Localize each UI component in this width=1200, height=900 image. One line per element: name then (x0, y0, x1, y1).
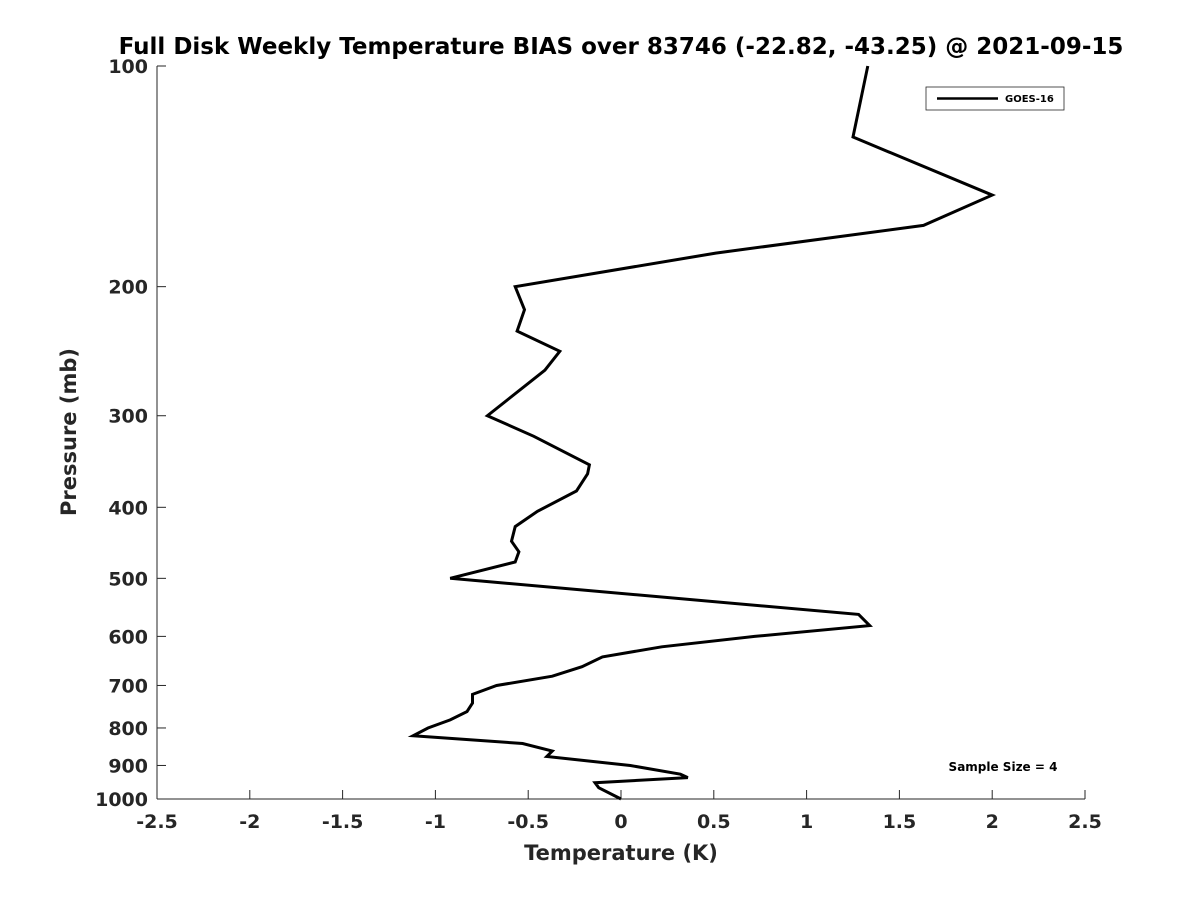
x-tick-label: -1 (425, 811, 446, 833)
x-tick-label: -2 (239, 811, 260, 833)
sample-size-annotation: Sample Size = 4 (949, 760, 1058, 774)
y-tick-label: 400 (108, 497, 148, 519)
y-tick-label: 800 (108, 718, 148, 740)
series-layer (407, 65, 997, 801)
y-ticks: 100 200 300 400 500 600 700 800 900 1000 (95, 56, 166, 811)
legend: GOES-16 (925, 86, 1065, 111)
y-tick-label: 100 (108, 56, 148, 78)
x-tick-label: 2 (986, 811, 999, 833)
x-tick-label: 0 (614, 811, 627, 833)
y-tick-label: 900 (108, 755, 148, 777)
x-tick-label: -1.5 (322, 811, 364, 833)
y-tick-label: 700 (108, 675, 148, 697)
x-tick-label: 2.5 (1068, 811, 1102, 833)
x-axis-label: Temperature (K) (524, 841, 718, 865)
series-line-goes-16 (407, 65, 997, 801)
x-ticks: -2.5 -2 -1.5 -1 -0.5 0 0.5 1 1.5 2 2.5 (136, 790, 1102, 833)
x-tick-label: -0.5 (507, 811, 549, 833)
y-tick-label: 600 (108, 626, 148, 648)
y-tick-label: 300 (108, 406, 148, 428)
y-tick-label: 1000 (95, 789, 148, 811)
y-tick-label: 500 (108, 568, 148, 590)
x-tick-label: -2.5 (136, 811, 178, 833)
y-tick-label: 200 (108, 277, 148, 299)
y-axis-label: Pressure (mb) (57, 348, 81, 516)
chart-title: Full Disk Weekly Temperature BIAS over 8… (119, 34, 1124, 60)
x-tick-label: 1.5 (883, 811, 917, 833)
x-tick-label: 0.5 (697, 811, 731, 833)
legend-label-goes-16: GOES-16 (1005, 94, 1054, 105)
x-tick-label: 1 (800, 811, 813, 833)
